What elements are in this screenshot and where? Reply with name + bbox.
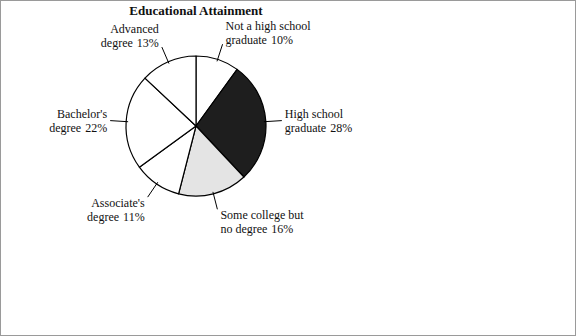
slice-label: Associate'sdegree 11% bbox=[87, 196, 145, 224]
leader-line bbox=[162, 47, 169, 64]
label-value: 11% bbox=[123, 210, 145, 224]
label-category: Associate's bbox=[91, 196, 145, 210]
chart-svg: Educational AttainmentNot a high schoolg… bbox=[1, 1, 575, 335]
label-category: graduate bbox=[226, 33, 267, 47]
slice-label: Advanceddegree 13% bbox=[101, 22, 159, 50]
leader-line bbox=[264, 121, 282, 122]
slice-label: Not a high schoolgraduate 10% bbox=[226, 19, 312, 47]
slice-label: Some college butno degree 16% bbox=[220, 208, 304, 236]
label-category: degree bbox=[101, 36, 133, 50]
leader-line bbox=[110, 121, 128, 122]
label-category: Not a high school bbox=[226, 19, 312, 33]
pie-slices bbox=[126, 56, 266, 196]
label-category: degree bbox=[87, 210, 119, 224]
label-value: 16% bbox=[271, 222, 293, 236]
slice-label: Bachelor'sdegree 22% bbox=[49, 107, 107, 135]
leader-line bbox=[148, 182, 158, 197]
label-category: High school bbox=[285, 107, 344, 121]
pie-labels: Not a high schoolgraduate10%High schoolg… bbox=[49, 19, 352, 236]
label-category: Bachelor's bbox=[57, 107, 107, 121]
label-value: 13% bbox=[137, 36, 159, 50]
chart-frame: Educational AttainmentNot a high schoolg… bbox=[0, 0, 576, 336]
label-category: graduate bbox=[285, 121, 326, 135]
label-category: Some college but bbox=[220, 208, 304, 222]
slice-label: High schoolgraduate 28% bbox=[285, 107, 352, 135]
label-category: degree bbox=[49, 121, 81, 135]
leader-line bbox=[217, 44, 223, 61]
leader-line bbox=[213, 192, 217, 209]
label-value: 22% bbox=[85, 121, 107, 135]
label-value: 10% bbox=[271, 33, 293, 47]
chart-title: Educational Attainment bbox=[129, 3, 263, 18]
pie-slice bbox=[145, 56, 196, 126]
label-category: no degree bbox=[220, 222, 267, 236]
label-category: Advanced bbox=[110, 22, 159, 36]
label-value: 28% bbox=[330, 121, 352, 135]
